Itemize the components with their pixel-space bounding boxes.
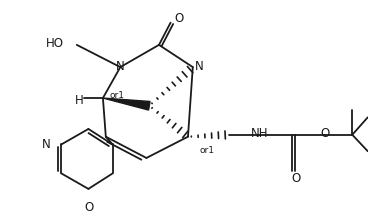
Text: N: N	[42, 138, 51, 151]
Text: N: N	[116, 60, 125, 73]
Text: O: O	[85, 201, 94, 215]
Text: H: H	[75, 94, 83, 107]
Text: or1: or1	[200, 146, 215, 155]
Text: O: O	[321, 127, 330, 140]
Text: O: O	[292, 172, 301, 185]
Polygon shape	[103, 98, 150, 110]
Text: HO: HO	[46, 37, 64, 50]
Text: O: O	[175, 12, 184, 25]
Text: or1: or1	[110, 91, 125, 100]
Text: NH: NH	[251, 127, 268, 140]
Text: N: N	[195, 60, 203, 73]
